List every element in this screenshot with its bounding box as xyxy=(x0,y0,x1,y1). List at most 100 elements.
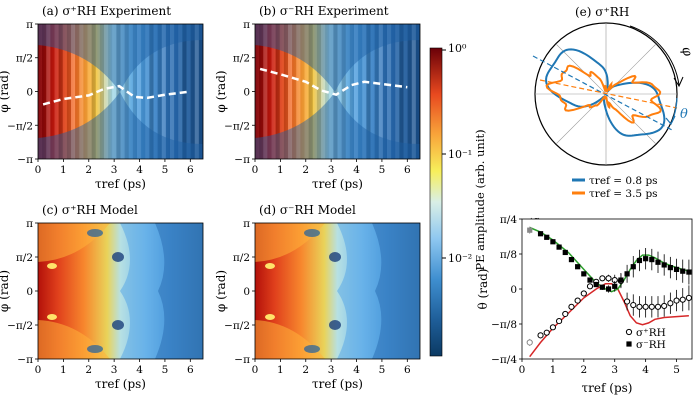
y-tick-c-1: π/2 xyxy=(16,252,33,264)
heatmap-stripe xyxy=(300,24,305,159)
y-tick-a-1: π/2 xyxy=(16,53,33,65)
x-tick-b-2: 2 xyxy=(302,164,309,176)
polar-legend-0: τref = 0.8 ps xyxy=(589,175,658,187)
heatmap-stripe xyxy=(141,24,146,159)
panel-c: (c) σ⁺RH Model xyxy=(37,203,204,360)
point-sigma-minus xyxy=(575,264,581,270)
heatmap-stripe xyxy=(170,24,175,159)
heatmap-stripe xyxy=(91,24,96,159)
point-sigma-minus xyxy=(568,256,575,263)
point-sigma-minus xyxy=(593,281,599,288)
heatmap-stripe xyxy=(99,24,104,159)
phi-arrow-icon xyxy=(673,76,684,88)
heatmap-stripe xyxy=(132,24,137,159)
heatmap-stripe xyxy=(358,24,363,159)
y-label-c: φ (rad) xyxy=(0,270,11,312)
point-sigma-plus xyxy=(562,310,569,318)
point-sigma-plus xyxy=(574,297,581,304)
y-tick-b-1: π/2 xyxy=(233,53,250,65)
heatmap-stripe xyxy=(407,24,412,159)
y-tick-a-2: 0 xyxy=(26,87,33,99)
heatmap-stripe xyxy=(329,24,334,159)
heatmap-stripe xyxy=(165,24,170,159)
heatmap-stripe xyxy=(312,24,317,159)
legend-marker-plus xyxy=(625,328,633,336)
heatmap-stripe xyxy=(382,24,387,159)
heatmap-stripe xyxy=(341,24,346,159)
x-label-d: τref (ps) xyxy=(312,377,363,391)
f-x-tick-1: 1 xyxy=(550,364,557,376)
polar-lobe-1 xyxy=(545,64,662,124)
f-y-tick-4: −π/4 xyxy=(491,354,517,366)
x-tick-d-3: 3 xyxy=(328,364,335,376)
heatmap-stripe xyxy=(157,24,162,159)
x-tick-c-5: 5 xyxy=(162,364,169,376)
point-sigma-plus xyxy=(642,303,649,310)
point-sigma-minus xyxy=(667,265,673,271)
heatmap-stripe xyxy=(415,24,420,159)
heatmap-stripe xyxy=(108,24,113,159)
heatmap-stripe xyxy=(149,24,154,159)
x-tick-d-5: 5 xyxy=(379,364,386,376)
point-sigma-minus xyxy=(618,277,624,283)
heatmap-stripe xyxy=(349,24,354,159)
point-sigma-plus xyxy=(673,297,680,304)
panel-a: (a) σ⁺RH Experiment xyxy=(37,4,204,160)
x-tick-b-6: 6 xyxy=(404,164,411,176)
heatmap-stripe xyxy=(161,24,166,159)
point-sigma-plus xyxy=(543,329,550,336)
y-tick-d-1: π/2 xyxy=(233,252,250,264)
panel-e: (e) σ⁺RH φ θ τref = 0.8 ps τref = 3.5 ps xyxy=(532,5,695,200)
heatmap-stripe xyxy=(271,24,276,159)
heatmap-stripe xyxy=(354,24,359,159)
heatmap-stripe xyxy=(145,24,150,159)
x-tick-c-0: 0 xyxy=(35,364,42,376)
heatmap-stripe xyxy=(66,24,71,159)
heatmap-stripe xyxy=(308,24,313,159)
point-sigma-minus xyxy=(636,257,643,264)
heatmap-stripe xyxy=(71,24,76,159)
point-sigma-minus xyxy=(550,239,556,245)
heatmap-stripe xyxy=(399,24,404,159)
heatmap-b-stripes xyxy=(255,24,420,159)
y-tick-d-2: 0 xyxy=(243,286,250,298)
heatmap-stripe xyxy=(79,24,84,159)
point-sigma-minus xyxy=(581,271,587,277)
panel-b-title: (b) σ⁻RH Experiment xyxy=(259,4,389,18)
x-tick-b-4: 4 xyxy=(353,164,360,176)
heatmap-stripe xyxy=(83,24,88,159)
point-sigma-plus xyxy=(526,339,533,346)
x-tick-a-2: 2 xyxy=(85,164,92,176)
y-label-d: φ (rad) xyxy=(214,270,228,312)
point-sigma-minus xyxy=(599,284,605,290)
point-sigma-plus xyxy=(648,303,655,310)
heatmap-stripe xyxy=(124,24,129,159)
point-sigma-minus xyxy=(680,268,686,274)
heatmap-stripe xyxy=(153,24,158,159)
heatmap-stripe xyxy=(120,24,125,159)
heatmap-stripe xyxy=(362,24,367,159)
y-tick-d-0: π xyxy=(243,218,250,230)
x-tick-c-6: 6 xyxy=(187,364,194,376)
x-tick-b-0: 0 xyxy=(252,164,259,176)
y-tick-d-4: −π xyxy=(234,354,250,366)
heatmap-stripe xyxy=(366,24,371,159)
f-x-tick-5: 5 xyxy=(673,364,680,376)
y-tick-c-2: 0 xyxy=(26,286,33,298)
heatmap-stripe xyxy=(403,24,408,159)
f-y-tick-2: 0 xyxy=(510,284,517,296)
point-sigma-minus xyxy=(630,264,636,270)
point-sigma-plus xyxy=(679,296,686,303)
heatmap-stripe xyxy=(255,24,260,159)
x-label-b: τref (ps) xyxy=(312,177,363,191)
heatmap-stripe xyxy=(279,24,284,159)
x-label-c: τref (ps) xyxy=(95,377,146,391)
heatmap-stripe xyxy=(288,24,293,159)
point-sigma-minus xyxy=(643,256,649,262)
point-sigma-plus xyxy=(537,332,544,339)
f-x-tick-3: 3 xyxy=(611,364,618,376)
heatmap-stripe xyxy=(128,24,133,159)
point-sigma-minus xyxy=(686,269,692,275)
x-tick-a-4: 4 xyxy=(136,164,143,176)
